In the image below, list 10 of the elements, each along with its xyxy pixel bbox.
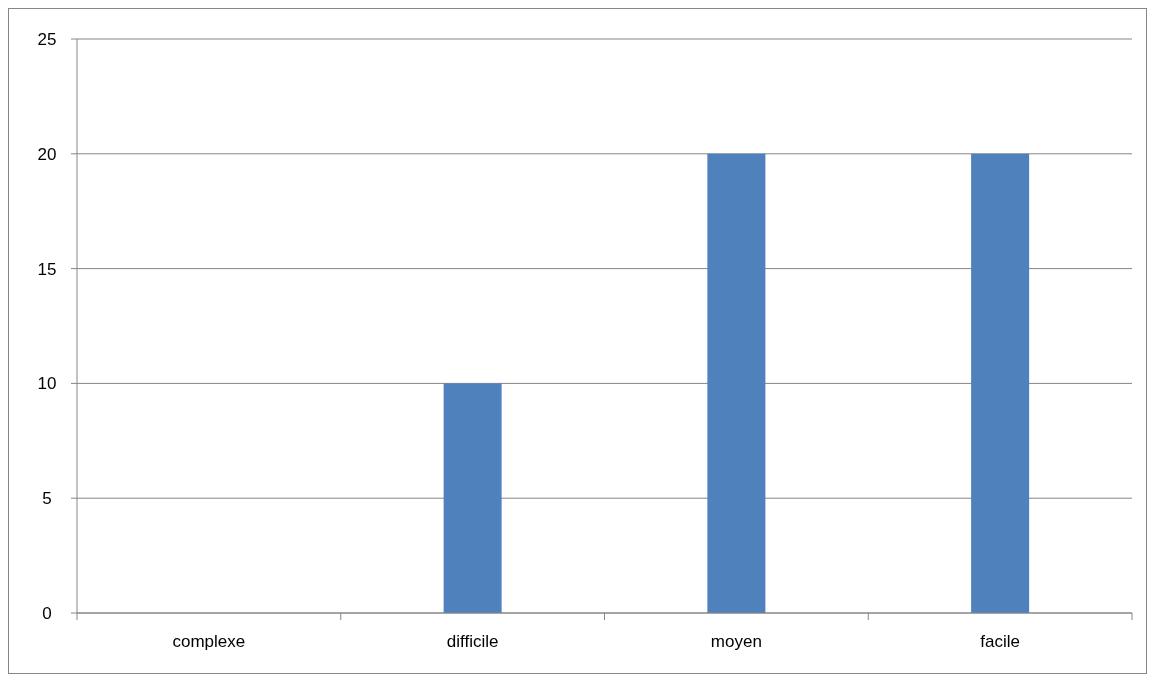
y-tick-label: 0 bbox=[42, 603, 52, 623]
y-tick-label: 25 bbox=[37, 29, 57, 49]
x-tick-label: complexe bbox=[172, 632, 246, 651]
x-tick-label: moyen bbox=[710, 632, 762, 651]
y-tick-label: 20 bbox=[37, 144, 57, 164]
x-tick-label: difficile bbox=[446, 632, 499, 651]
y-tick-label: 15 bbox=[37, 259, 57, 279]
y-tick-label: 10 bbox=[37, 374, 57, 394]
y-tick-label: 5 bbox=[42, 489, 52, 509]
x-tick-label: facile bbox=[980, 632, 1020, 651]
